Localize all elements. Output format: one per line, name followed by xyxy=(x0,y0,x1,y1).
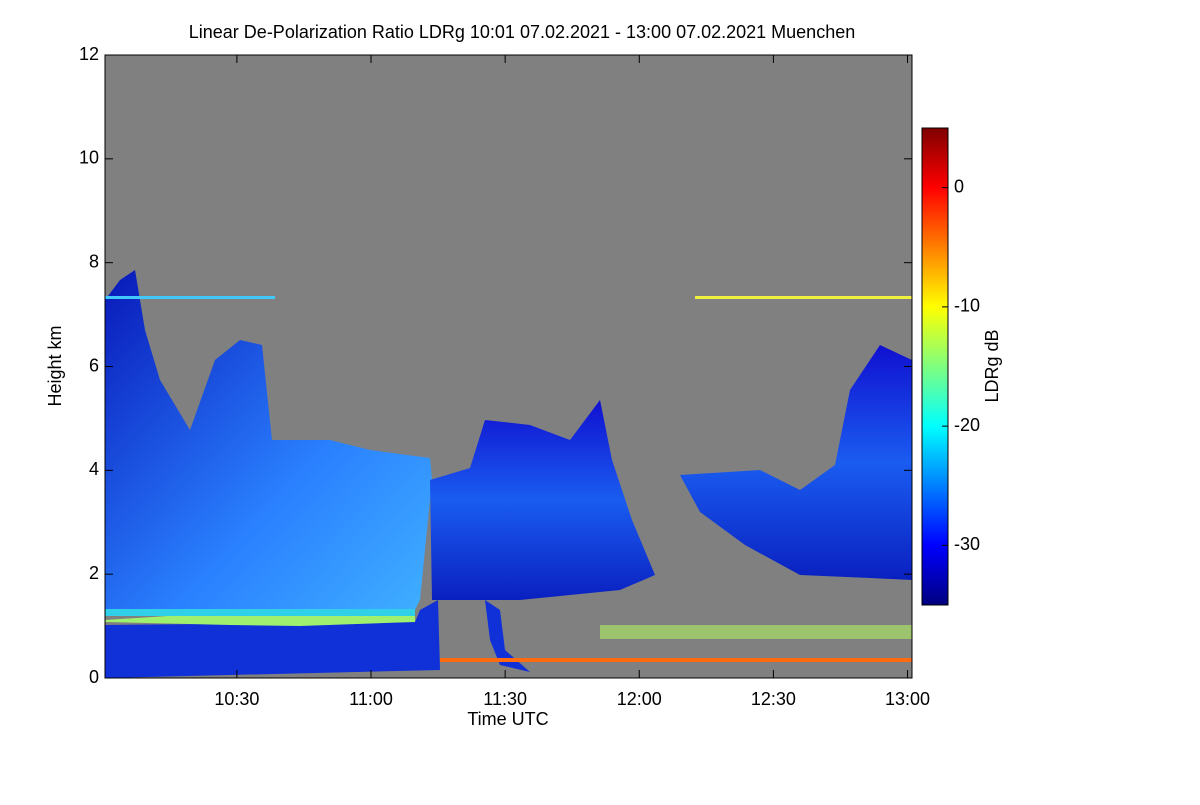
y-axis-label: Height km xyxy=(45,325,65,406)
colorbar-label: LDRg dB xyxy=(982,329,1002,402)
aerosol-line xyxy=(440,658,912,662)
colorbar-tick-label: -10 xyxy=(954,296,980,316)
y-tick-label: 4 xyxy=(89,459,99,479)
cloud-region xyxy=(430,400,655,600)
chart-title: Linear De-Polarization Ratio LDRg 10:01 … xyxy=(189,22,855,42)
cloud-region xyxy=(105,600,440,678)
y-tick-label: 10 xyxy=(79,148,99,168)
cloud-region xyxy=(485,600,530,672)
y-tick-label: 2 xyxy=(89,563,99,583)
aerosol-band xyxy=(600,625,912,639)
thin-layer xyxy=(695,296,912,299)
x-tick-label: 12:30 xyxy=(751,689,796,709)
cloud-region xyxy=(680,345,912,580)
cloud-layer xyxy=(105,609,415,616)
cloud-region xyxy=(105,270,432,610)
colorbar xyxy=(921,127,949,606)
x-tick-label: 11:00 xyxy=(349,689,393,709)
x-tick-label: 13:00 xyxy=(885,689,930,709)
colorbar-tick-label: -20 xyxy=(954,415,980,435)
y-tick-label: 0 xyxy=(89,667,99,687)
colorbar-tick-label: -30 xyxy=(954,534,980,554)
lidar-image xyxy=(105,270,912,678)
thin-layer xyxy=(105,296,275,299)
y-tick-label: 6 xyxy=(89,355,99,375)
x-axis-label: Time UTC xyxy=(467,709,548,729)
colorbar-tick-label: 0 xyxy=(954,176,964,196)
x-tick-label: 12:00 xyxy=(617,689,662,709)
x-tick-label: 11:30 xyxy=(483,689,527,709)
y-tick-label: 8 xyxy=(89,251,99,271)
x-tick-label: 10:30 xyxy=(214,689,259,709)
y-tick-label: 12 xyxy=(79,44,99,64)
